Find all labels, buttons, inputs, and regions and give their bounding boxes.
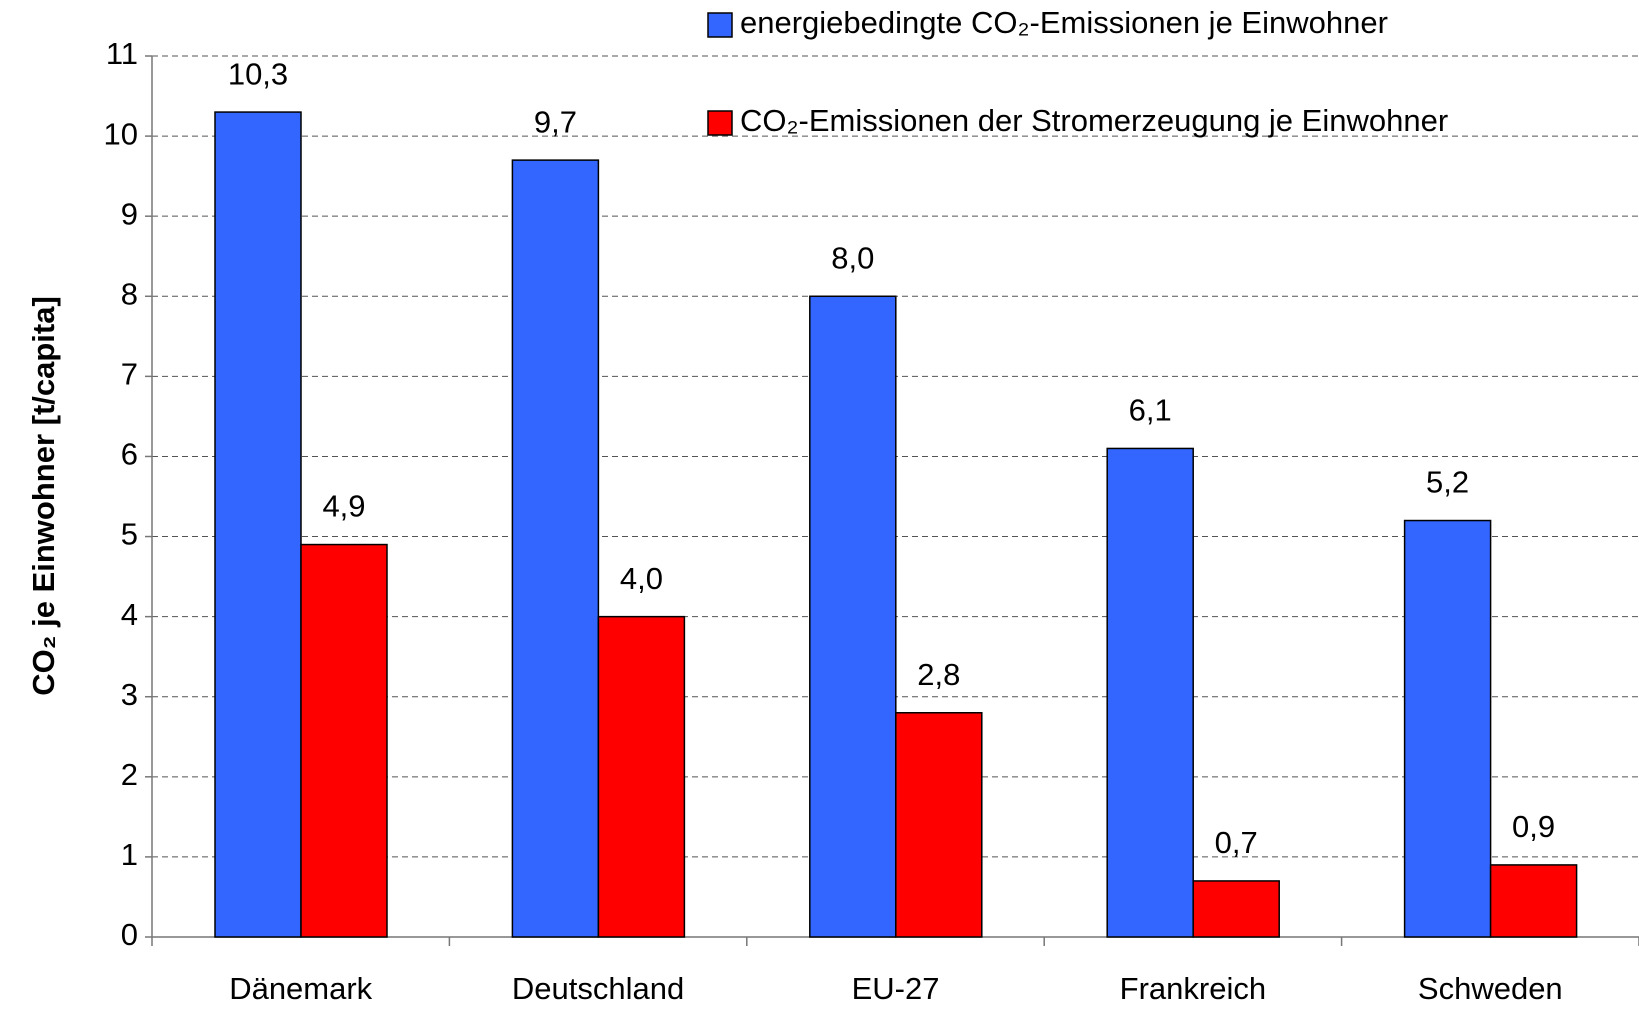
y-tick-label: 3 — [121, 677, 138, 712]
y-tick-label: 11 — [106, 36, 138, 71]
value-label: 5,2 — [1426, 465, 1469, 500]
value-label: 9,7 — [534, 104, 577, 139]
x-tick-label: Frankreich — [1120, 971, 1266, 1006]
bar — [1489, 864, 1578, 938]
y-tick-label: 5 — [121, 517, 138, 552]
y-tick-label: 6 — [121, 437, 138, 472]
bar — [809, 295, 897, 938]
y-tick-label: 9 — [121, 196, 138, 231]
bar — [895, 711, 983, 938]
legend-label: energiebedingte CO₂-Emissionen je Einwoh… — [740, 5, 1388, 40]
legend-swatch — [707, 110, 733, 136]
value-label: 0,7 — [1215, 825, 1258, 860]
y-axis-title: CO₂ je Einwohner [t/capita] — [26, 296, 61, 696]
bar — [597, 615, 686, 938]
y-tick-label: 2 — [121, 757, 138, 792]
value-label: 4,0 — [620, 561, 663, 596]
x-tick-label: EU-27 — [852, 971, 940, 1006]
x-tick-label: Deutschland — [512, 971, 684, 1006]
value-label: 0,9 — [1512, 809, 1555, 844]
y-tick-label: 0 — [121, 917, 138, 952]
value-label: 4,9 — [322, 489, 365, 524]
value-label: 6,1 — [1129, 393, 1172, 428]
legend-swatch — [707, 12, 733, 38]
bar — [1192, 880, 1280, 938]
y-tick-label: 4 — [121, 597, 138, 632]
bar — [214, 111, 302, 938]
legend-label: CO₂-Emissionen der Stromerzeugung je Ein… — [740, 103, 1448, 138]
value-label: 10,3 — [228, 56, 288, 91]
y-tick-label: 8 — [121, 276, 138, 311]
bar — [1403, 519, 1492, 938]
bar — [511, 159, 600, 938]
x-tick-label: Dänemark — [229, 971, 372, 1006]
bar — [1106, 447, 1194, 938]
value-label: 2,8 — [917, 657, 960, 692]
y-tick-label: 7 — [121, 357, 138, 392]
bar — [300, 543, 388, 938]
y-tick-label: 10 — [104, 116, 138, 151]
x-tick-label: Schweden — [1418, 971, 1563, 1006]
y-tick-label: 1 — [121, 837, 138, 872]
value-label: 8,0 — [831, 240, 874, 275]
